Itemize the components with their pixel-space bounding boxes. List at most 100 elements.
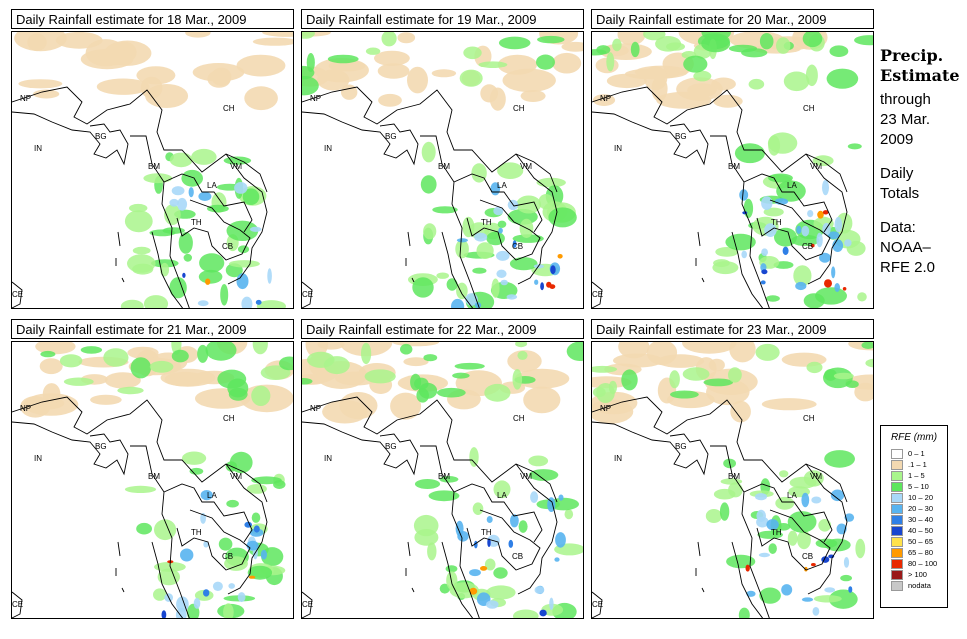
rain-patch xyxy=(630,41,640,58)
rain-patch xyxy=(205,278,211,285)
country-label-ch: CH xyxy=(513,104,525,113)
rain-patch xyxy=(80,346,103,354)
rain-patch xyxy=(129,203,148,213)
rain-patch xyxy=(782,246,789,255)
country-label-bg: BG xyxy=(95,132,107,141)
rain-patch xyxy=(797,530,811,550)
rain-patch xyxy=(207,204,229,213)
country-borders xyxy=(302,86,558,308)
rain-patch xyxy=(550,265,556,275)
rain-patch xyxy=(758,552,770,558)
rain-patch xyxy=(39,358,63,375)
country-label-ce: CE xyxy=(302,290,314,299)
rain-patch xyxy=(828,589,858,609)
rain-patch xyxy=(117,386,144,395)
rain-patch xyxy=(410,373,422,391)
legend-swatch xyxy=(891,537,903,547)
country-borders xyxy=(302,396,558,618)
rain-patch xyxy=(153,588,167,601)
legend-label: 20 – 30 xyxy=(908,504,934,513)
map-graphic xyxy=(12,32,293,308)
rain-patch xyxy=(819,252,831,263)
caption-daily-2: Totals xyxy=(880,185,920,202)
rain-patch xyxy=(530,491,539,503)
country-label-vm: VM xyxy=(520,472,532,481)
legend-item: 50 – 65 xyxy=(881,536,947,547)
rain-patch xyxy=(476,242,494,259)
rain-patch xyxy=(538,194,554,210)
rain-patch xyxy=(761,196,773,211)
rain-patch xyxy=(306,53,315,72)
rain-patch xyxy=(844,239,852,247)
rain-patch xyxy=(493,480,511,499)
rain-patch xyxy=(421,141,436,163)
legend-label: 65 – 80 xyxy=(908,548,934,557)
rain-patch xyxy=(817,210,824,219)
rain-patch xyxy=(803,470,824,487)
rain-patch xyxy=(432,206,458,214)
rain-patch xyxy=(279,356,293,371)
rain-patch xyxy=(124,485,157,493)
legend-label: 30 – 40 xyxy=(908,515,934,524)
rain-patch xyxy=(191,148,217,165)
rain-patch xyxy=(592,94,616,106)
panel-22-mar: Daily Rainfall estimate for 22 Mar., 200… xyxy=(301,319,584,619)
rain-patch xyxy=(414,529,439,546)
rain-patch xyxy=(606,52,615,72)
rain-patch xyxy=(666,42,685,51)
rain-patch xyxy=(830,489,845,502)
legend-item: 1 – 5 xyxy=(881,470,947,481)
rain-patch xyxy=(381,32,397,47)
rain-patch xyxy=(818,519,832,532)
rain-patch xyxy=(169,277,187,299)
country-label-in: IN xyxy=(34,454,42,463)
legend-swatch xyxy=(891,570,903,580)
rain-patch xyxy=(765,295,780,302)
rain-patch xyxy=(510,514,519,528)
rain-patch xyxy=(687,83,717,98)
rain-patch xyxy=(592,365,618,373)
rain-patch xyxy=(520,90,546,102)
legend-swatch xyxy=(891,559,903,569)
rain-patch xyxy=(804,566,808,572)
rain-patch xyxy=(486,600,499,609)
rain-patch xyxy=(203,541,209,548)
map-graphic xyxy=(302,342,583,618)
rain-patch xyxy=(199,253,225,273)
rain-patch xyxy=(498,227,503,234)
rain-patch xyxy=(14,32,67,52)
rain-patch xyxy=(136,522,152,535)
rain-patch xyxy=(508,539,514,548)
rain-patch xyxy=(748,78,765,90)
rain-patch xyxy=(164,371,206,387)
legend-swatch xyxy=(891,581,903,591)
country-label-np: NP xyxy=(600,94,612,103)
rain-patch xyxy=(555,532,566,548)
rain-patch xyxy=(670,390,699,399)
rain-patch xyxy=(185,32,211,38)
rain-patch xyxy=(854,382,873,402)
rain-patch xyxy=(456,282,468,300)
rain-patch xyxy=(200,490,213,501)
rain-patch xyxy=(756,516,769,528)
legend-swatch xyxy=(891,449,903,459)
rain-patch xyxy=(791,234,820,246)
country-borders xyxy=(12,396,268,618)
rain-patch xyxy=(317,342,345,350)
rainfall-map: NP CH IN BG BM VM LA TH CB CE xyxy=(301,341,584,619)
legend-item: 20 – 30 xyxy=(881,503,947,514)
legend-item: 30 – 40 xyxy=(881,514,947,525)
country-label-in: IN xyxy=(34,144,42,153)
rain-patch xyxy=(365,47,381,55)
rain-patch xyxy=(226,220,259,241)
rain-patch xyxy=(249,226,262,232)
rain-patch xyxy=(267,268,272,284)
caption-date-1: 23 Mar. xyxy=(880,111,931,128)
rain-patch xyxy=(378,93,402,107)
country-label-ce: CE xyxy=(592,600,604,609)
rain-patch xyxy=(507,350,542,373)
rain-patch xyxy=(761,248,768,256)
rain-patch xyxy=(497,162,524,179)
rain-patch xyxy=(484,558,496,571)
legend-swatch xyxy=(891,515,903,525)
